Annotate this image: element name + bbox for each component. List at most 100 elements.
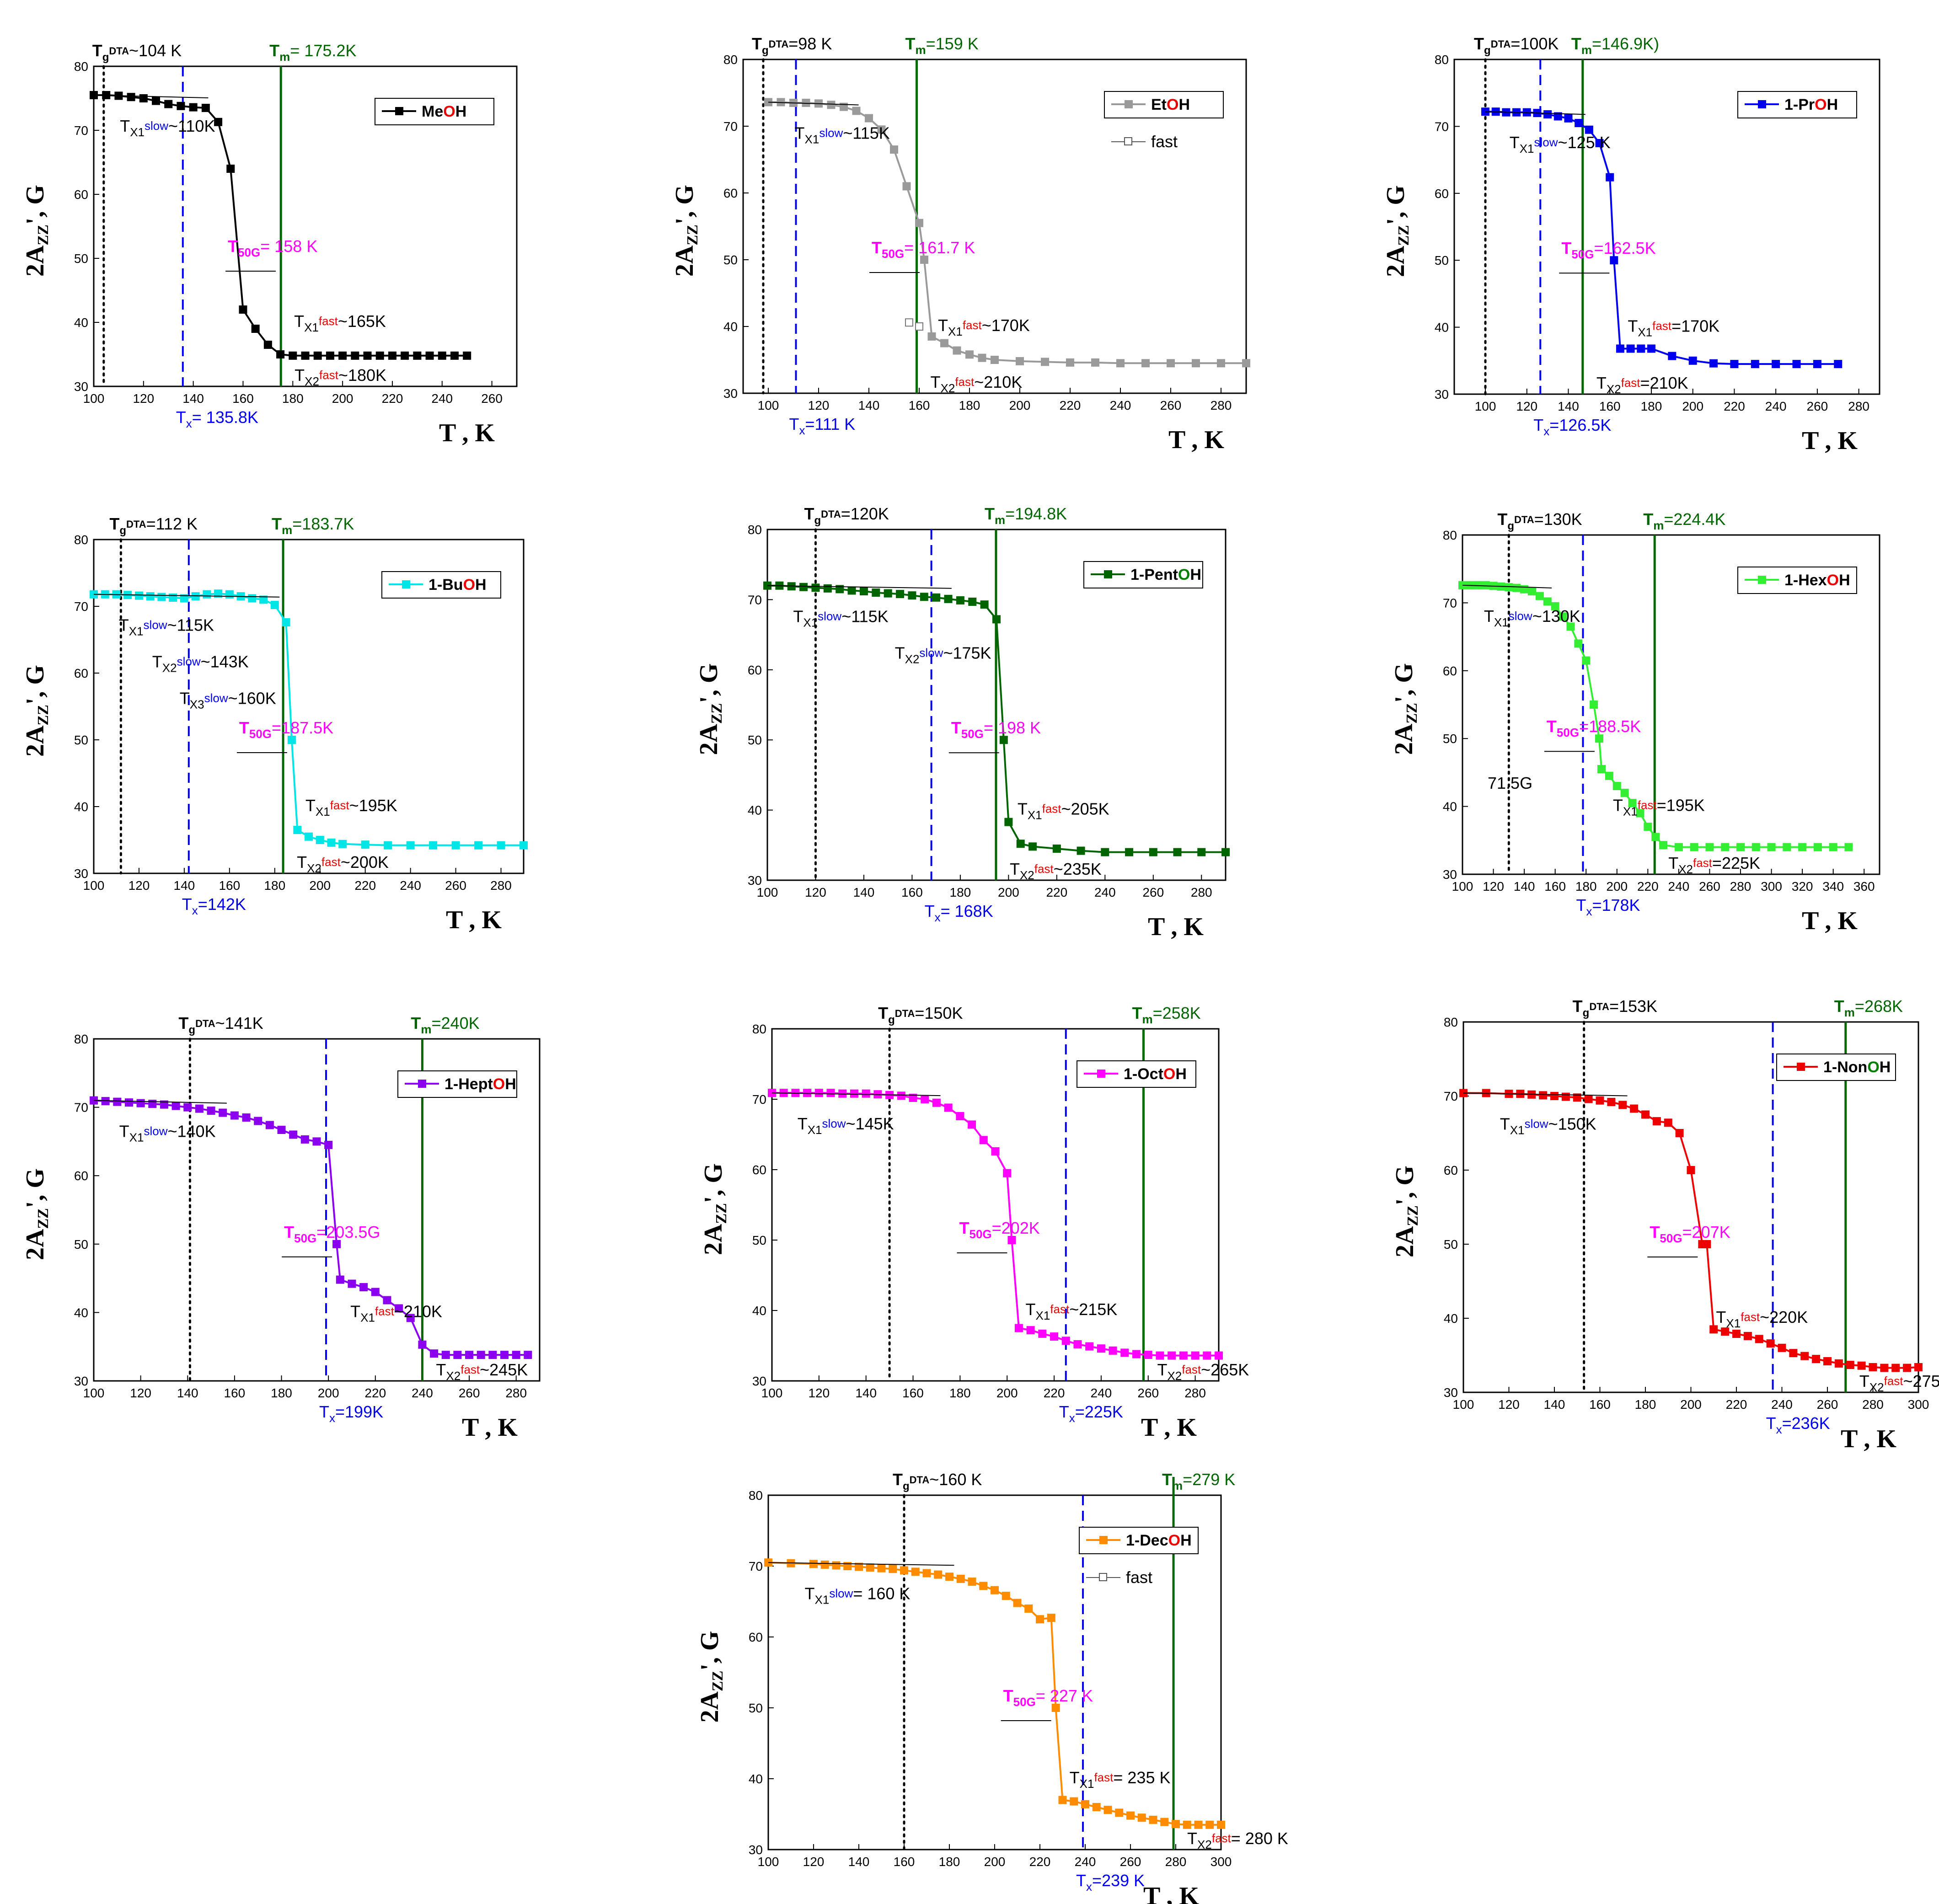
tm-label: Tm=159 K — [905, 34, 979, 57]
y-tick-label: 40 — [74, 800, 88, 814]
data-point — [441, 1351, 450, 1359]
data-point — [1869, 1363, 1877, 1371]
data-point — [940, 339, 948, 348]
tx-label: Tx= 168K — [925, 902, 993, 924]
x-tick-label: 260 — [1142, 885, 1164, 899]
plot-frame — [93, 539, 525, 874]
data-point — [1668, 352, 1677, 360]
x-tick-label: 220 — [1637, 879, 1659, 893]
tx1-fast-label: TX1fast~220K — [1716, 1308, 1808, 1330]
data-point — [1903, 1364, 1912, 1372]
data-point — [282, 618, 290, 627]
data-point — [1674, 843, 1683, 851]
data-point — [289, 351, 297, 360]
data-point — [922, 1569, 931, 1578]
data-point — [1641, 1110, 1650, 1119]
data-point — [248, 594, 257, 603]
data-point — [1141, 359, 1150, 368]
y-tick-label: 50 — [748, 733, 762, 747]
tx2-fast-label: TX2fast~210K — [931, 373, 1023, 395]
data-point — [1126, 1811, 1135, 1820]
x-tick-label: 180 — [1641, 399, 1662, 413]
data-point — [520, 841, 528, 850]
data-point — [991, 1147, 1000, 1155]
x-tick-label: 240 — [400, 878, 421, 893]
x-axis-label: T , K — [1148, 913, 1204, 941]
data-point — [1137, 1813, 1146, 1822]
data-point — [1512, 583, 1521, 592]
data-point — [1028, 842, 1037, 851]
data-point — [1690, 843, 1698, 851]
data-point — [383, 1296, 391, 1305]
x-tick-label: 220 — [382, 391, 403, 406]
x-tick-label: 240 — [1110, 398, 1131, 412]
x-tick-label: 340 — [1822, 879, 1844, 893]
data-point — [877, 1564, 886, 1572]
data-point — [1535, 592, 1544, 600]
x-tick-label: 240 — [1094, 885, 1116, 899]
y-tick-label: 50 — [1435, 253, 1449, 267]
tx1-slow-label: TX1slow= 160 K — [805, 1584, 911, 1606]
data-point — [1574, 639, 1583, 648]
tg-label: TgDTA=100K — [1474, 34, 1559, 57]
data-point — [1016, 357, 1024, 365]
data-point — [1687, 1166, 1695, 1174]
data-point — [270, 601, 279, 610]
data-point — [1217, 359, 1225, 368]
data-point — [1561, 1092, 1570, 1101]
data-point — [968, 1120, 976, 1129]
tg-label: TgDTA~104 K — [92, 41, 182, 64]
x-tick-label: 200 — [309, 878, 331, 893]
x-tick-label: 120 — [133, 391, 154, 406]
data-point — [811, 583, 820, 592]
y-tick-label: 70 — [74, 1101, 88, 1115]
data-point — [1051, 1704, 1060, 1712]
x-tick-label: 120 — [1498, 1397, 1520, 1412]
x-tick-label: 280 — [1191, 885, 1212, 899]
data-point — [1179, 1351, 1188, 1360]
x-tick-label: 100 — [761, 1386, 783, 1400]
y-tick-label: 40 — [748, 803, 762, 818]
data-point — [1144, 1351, 1152, 1359]
chart-panel-1-heptoh: 30 40 50 60 70 80 100 120 140 160 180 200 220 240 260 2… — [21, 1014, 541, 1442]
tangent-line — [93, 594, 280, 598]
tg-label: TgDTA~160 K — [893, 1470, 982, 1492]
tm-label: Tm=146.9K) — [1571, 34, 1659, 57]
tx1-fast-label: TX1fast~210K — [350, 1302, 442, 1324]
data-point — [406, 1314, 415, 1322]
data-point — [413, 351, 422, 360]
data-point — [832, 1561, 841, 1570]
data-point — [305, 832, 313, 841]
x-axis-label: T , K — [1141, 1413, 1197, 1442]
y-tick-label: 30 — [752, 1374, 766, 1388]
data-point — [1659, 841, 1668, 850]
legend-label: 1-OctOH — [1124, 1065, 1187, 1083]
data-point — [1085, 1342, 1094, 1351]
data-point — [1736, 843, 1745, 851]
tx2-slow-label: TX2slow~143K — [152, 652, 249, 675]
data-point — [1675, 1129, 1684, 1137]
fast-data-point — [915, 322, 923, 331]
data-point — [1789, 1349, 1798, 1358]
data-point — [932, 593, 941, 602]
tg-label: TgDTA=130K — [1497, 510, 1582, 532]
x-tick-label: 160 — [894, 1855, 915, 1869]
x-tick-label: 100 — [1453, 1397, 1474, 1412]
data-point — [1798, 843, 1807, 851]
y-axis-label: 2AZZ', G — [21, 665, 52, 757]
data-point — [363, 351, 372, 360]
data-point — [884, 589, 892, 598]
data-point — [177, 102, 185, 110]
x-tick-label: 160 — [902, 1386, 924, 1400]
data-point — [1772, 360, 1780, 369]
data-point — [1628, 799, 1637, 808]
legend-marker — [1125, 100, 1133, 108]
data-point — [909, 1093, 917, 1102]
data-point — [1172, 1820, 1180, 1829]
x-tick-label: 100 — [1452, 879, 1473, 893]
data-point — [850, 1089, 858, 1098]
x-tick-label: 260 — [445, 878, 466, 893]
tx1-slow-label: TX1slow~115K — [793, 607, 888, 630]
data-point — [1630, 1104, 1639, 1113]
x-tick-label: 360 — [1853, 879, 1875, 893]
